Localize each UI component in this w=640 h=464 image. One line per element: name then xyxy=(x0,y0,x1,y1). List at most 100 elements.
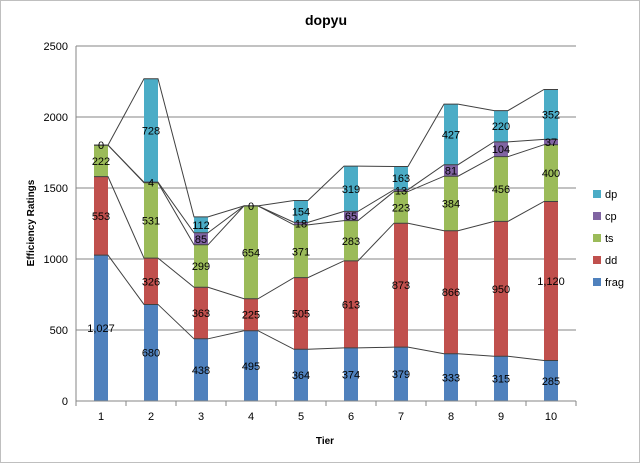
data-label-ts-9: 456 xyxy=(492,184,510,196)
y-tick-label: 1500 xyxy=(44,183,68,195)
bar-frag-10 xyxy=(544,360,558,401)
bar-frag-5 xyxy=(294,349,308,401)
data-label-frag-6: 374 xyxy=(342,369,360,381)
bars xyxy=(94,78,558,401)
legend-swatch-frag xyxy=(593,278,601,286)
bar-ts-9 xyxy=(494,156,508,222)
legend-swatch-cp xyxy=(593,212,601,220)
x-tick-label: 1 xyxy=(98,411,104,423)
series-line-ts xyxy=(94,144,558,246)
data-label-dd-1: 553 xyxy=(92,211,110,223)
data-label-ts-7: 223 xyxy=(392,202,410,214)
data-label-dd-10: 1,120 xyxy=(537,276,565,288)
bar-ts-2 xyxy=(144,182,158,259)
series-line-frag xyxy=(94,254,558,362)
bar-ts-10 xyxy=(544,144,558,202)
bar-frag-1 xyxy=(94,255,108,401)
data-label-cp-3: 85 xyxy=(195,234,207,246)
y-axis-title: Efficiency Ratings xyxy=(26,179,37,266)
data-label-cp-9: 104 xyxy=(492,144,510,156)
bar-dp-9 xyxy=(494,110,508,142)
legend-label-cp: cp xyxy=(605,211,617,223)
bar-frag-4 xyxy=(244,330,258,401)
bar-dp-5 xyxy=(294,200,308,223)
legend-label-ts: ts xyxy=(605,233,614,245)
data-label-dp-10: 352 xyxy=(542,109,560,121)
series-line-cp xyxy=(94,138,558,234)
legend-label-dd: dd xyxy=(605,255,617,267)
data-label-ts-1: 222 xyxy=(92,156,110,168)
data-label-dp-6: 319 xyxy=(342,184,360,196)
x-tick-label: 5 xyxy=(298,411,304,423)
bar-ts-8 xyxy=(444,176,458,231)
bar-cp-5 xyxy=(294,222,308,225)
bar-dd-7 xyxy=(394,223,408,348)
legend-label-dp: dp xyxy=(605,189,617,201)
x-tick-label: 8 xyxy=(448,411,454,423)
bar-dd-3 xyxy=(194,287,208,339)
data-label-ts-8: 384 xyxy=(442,198,460,210)
legend: dp cp ts dd frag xyxy=(593,189,624,289)
data-label-cp-5: 18 xyxy=(295,219,307,231)
data-label-frag-10: 285 xyxy=(542,376,560,388)
bar-dd-6 xyxy=(344,260,358,348)
data-label-cp-7: 13 xyxy=(395,186,407,198)
bar-dp-6 xyxy=(344,166,358,212)
data-label-ts-3: 299 xyxy=(192,261,210,273)
bar-dd-4 xyxy=(244,298,258,331)
bar-dd-8 xyxy=(444,230,458,354)
data-label-cp-1: 0 xyxy=(98,140,104,152)
data-label-dp-3: 112 xyxy=(192,220,210,232)
data-label-cp-6: 65 xyxy=(345,211,357,223)
legend-label-frag: frag xyxy=(605,277,624,289)
bar-ts-6 xyxy=(344,220,358,261)
data-label-frag-8: 333 xyxy=(442,372,460,384)
data-label-ts-6: 283 xyxy=(342,236,360,248)
bar-frag-2 xyxy=(144,304,158,401)
x-tick-label: 7 xyxy=(398,411,404,423)
x-axis-title: Tier xyxy=(316,436,334,447)
data-label-dd-6: 613 xyxy=(342,299,360,311)
data-label-cp-4: 0 xyxy=(248,201,254,213)
bar-dd-2 xyxy=(144,258,158,305)
chart-title: dopyu xyxy=(305,12,347,28)
data-label-cp-2: 4 xyxy=(148,177,154,189)
data-label-dp-8: 427 xyxy=(442,129,460,141)
data-label-dd-4: 225 xyxy=(242,310,260,322)
bar-frag-3 xyxy=(194,338,208,401)
data-label-frag-5: 364 xyxy=(292,370,310,382)
data-label-frag-1: 1,027 xyxy=(87,323,115,335)
y-tick-label: 1000 xyxy=(44,254,68,266)
data-label-frag-3: 438 xyxy=(192,365,210,377)
x-tick-label: 6 xyxy=(348,411,354,423)
series-lines xyxy=(94,78,558,362)
x-tick-label: 3 xyxy=(198,411,204,423)
y-tick-label: 500 xyxy=(50,325,68,337)
data-label-ts-2: 531 xyxy=(142,215,160,227)
data-label-cp-10: 37 xyxy=(545,137,557,149)
bar-cp-8 xyxy=(444,164,458,177)
legend-swatch-ts xyxy=(593,234,601,242)
data-label-frag-2: 680 xyxy=(142,348,160,360)
series-line-total xyxy=(94,78,558,218)
data-label-ts-5: 371 xyxy=(292,246,310,258)
data-label-frag-7: 379 xyxy=(392,369,410,381)
bar-frag-6 xyxy=(344,347,358,401)
y-tick-label: 2500 xyxy=(44,41,68,53)
data-label-frag-9: 315 xyxy=(492,374,510,386)
bar-ts-4 xyxy=(244,205,258,299)
bar-frag-8 xyxy=(444,353,458,401)
bar-dp-10 xyxy=(544,89,558,140)
bar-ts-7 xyxy=(394,191,408,224)
bar-dd-1 xyxy=(94,176,108,256)
bar-cp-3 xyxy=(194,232,208,245)
x-tick-label: 9 xyxy=(498,411,504,423)
data-label-dd-3: 363 xyxy=(192,308,210,320)
legend-swatch-dd xyxy=(593,256,601,264)
bar-dp-2 xyxy=(144,78,158,183)
bar-ts-5 xyxy=(294,224,308,278)
bar-dd-9 xyxy=(494,221,508,357)
series-line-dd xyxy=(94,176,558,300)
